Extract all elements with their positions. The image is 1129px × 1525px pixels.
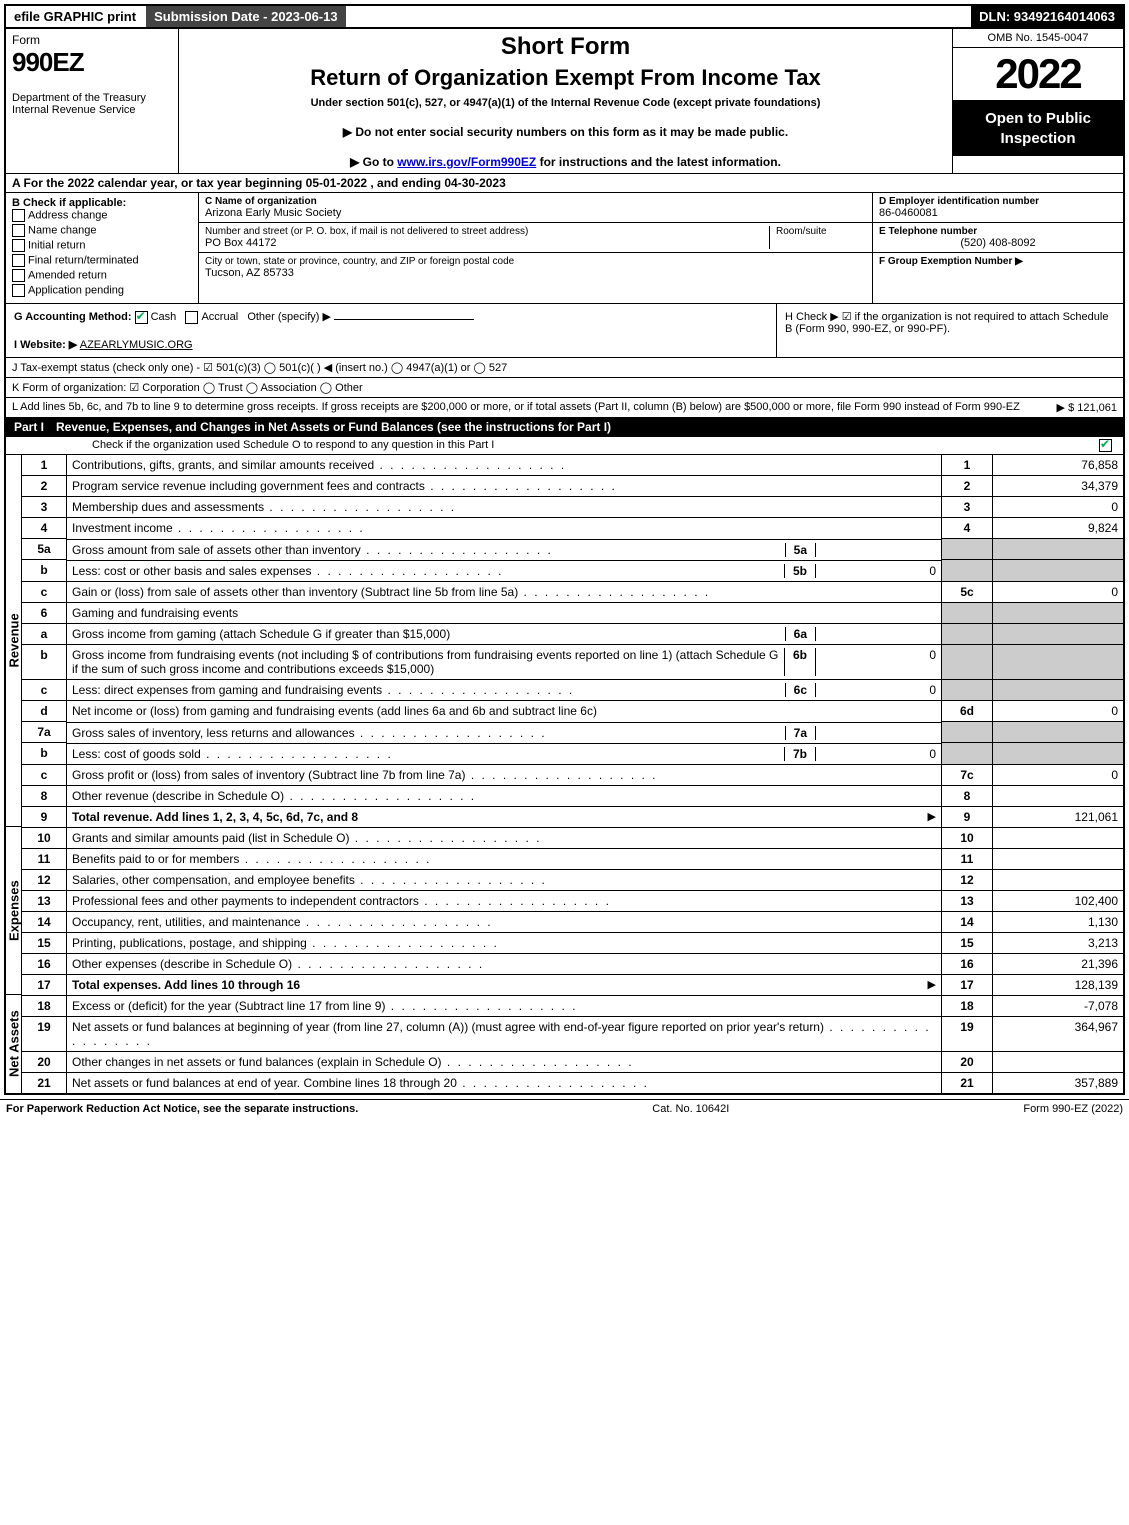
col-c: C Name of organization Arizona Early Mus… bbox=[199, 193, 873, 303]
ghi-section: G Accounting Method: Cash Accrual Other … bbox=[6, 303, 1123, 357]
chk-name-change[interactable]: Name change bbox=[12, 224, 192, 237]
topbar-spacer bbox=[348, 6, 972, 27]
header-right: OMB No. 1545-0047 2022 Open to Public In… bbox=[953, 29, 1123, 173]
ghi-left: G Accounting Method: Cash Accrual Other … bbox=[6, 304, 776, 357]
chk-application-pending[interactable]: Application pending bbox=[12, 284, 192, 297]
submission-date: Submission Date - 2023-06-13 bbox=[146, 6, 348, 27]
netassets-table: 18Excess or (deficit) for the year (Subt… bbox=[22, 995, 1123, 1093]
group-row: F Group Exemption Number ▶ bbox=[873, 253, 1123, 270]
top-bar: efile GRAPHIC print Submission Date - 20… bbox=[6, 6, 1123, 29]
header-center: Short Form Return of Organization Exempt… bbox=[179, 29, 953, 173]
phone-label: E Telephone number bbox=[879, 226, 1117, 237]
room-label: Room/suite bbox=[776, 226, 866, 237]
under-section: Under section 501(c), 527, or 4947(a)(1)… bbox=[187, 97, 944, 109]
header-left: Form 990EZ Department of the Treasury In… bbox=[6, 29, 179, 173]
part-i-label: Part I bbox=[14, 420, 56, 434]
form-word: Form bbox=[12, 33, 172, 47]
chk-final-return[interactable]: Final return/terminated bbox=[12, 254, 192, 267]
check-o-row: Check if the organization used Schedule … bbox=[6, 437, 1123, 454]
chk-initial-return[interactable]: Initial return bbox=[12, 239, 192, 252]
h-check: H Check ▶ ☑ if the organization is not r… bbox=[776, 304, 1123, 357]
form-990ez: efile GRAPHIC print Submission Date - 20… bbox=[4, 4, 1125, 1095]
city-value: Tucson, AZ 85733 bbox=[205, 267, 866, 279]
revenue-vlabel: Revenue bbox=[6, 454, 22, 827]
g-accounting: G Accounting Method: Cash Accrual Other … bbox=[14, 310, 768, 324]
col-d: D Employer identification number 86-0460… bbox=[873, 193, 1123, 303]
ssn-note: ▶ Do not enter social security numbers o… bbox=[187, 125, 944, 139]
omb-number: OMB No. 1545-0047 bbox=[953, 29, 1123, 48]
return-title: Return of Organization Exempt From Incom… bbox=[187, 65, 944, 91]
city-label: City or town, state or province, country… bbox=[205, 256, 866, 267]
i-website: I Website: ▶ AZEARLYMUSIC.ORG bbox=[14, 338, 768, 351]
expenses-table: 10Grants and similar amounts paid (list … bbox=[22, 827, 1123, 995]
b-label: B Check if applicable: bbox=[12, 197, 192, 209]
chk-amended-return[interactable]: Amended return bbox=[12, 269, 192, 282]
l-amount: ▶ $ 121,061 bbox=[1057, 401, 1117, 414]
org-name: Arizona Early Music Society bbox=[205, 207, 866, 219]
l-gross-receipts: L Add lines 5b, 6c, and 7b to line 9 to … bbox=[6, 397, 1123, 417]
street-row: Number and street (or P. O. box, if mail… bbox=[199, 223, 872, 253]
website-value[interactable]: AZEARLYMUSIC.ORG bbox=[80, 339, 193, 351]
chk-address-change[interactable]: Address change bbox=[12, 209, 192, 222]
part-i-title: Revenue, Expenses, and Changes in Net As… bbox=[56, 420, 1115, 434]
phone-row: E Telephone number (520) 408-8092 bbox=[873, 223, 1123, 253]
ein-label: D Employer identification number bbox=[879, 196, 1117, 207]
org-name-label: C Name of organization bbox=[205, 196, 866, 207]
section-a: A For the 2022 calendar year, or tax yea… bbox=[6, 174, 1123, 193]
l-text: L Add lines 5b, 6c, and 7b to line 9 to … bbox=[12, 401, 1057, 414]
city-row: City or town, state or province, country… bbox=[199, 253, 872, 282]
ein-value: 86-0460081 bbox=[879, 207, 1117, 219]
footer-right: Form 990-EZ (2022) bbox=[1023, 1103, 1123, 1115]
efile-print-label[interactable]: efile GRAPHIC print bbox=[6, 6, 146, 27]
netassets-vlabel: Net Assets bbox=[6, 995, 22, 1093]
street-value: PO Box 44172 bbox=[205, 237, 769, 249]
page-footer: For Paperwork Reduction Act Notice, see … bbox=[0, 1099, 1129, 1118]
tax-year: 2022 bbox=[953, 48, 1123, 101]
k-form-org: K Form of organization: ☑ Corporation ◯ … bbox=[6, 377, 1123, 397]
col-b: B Check if applicable: Address change Na… bbox=[6, 193, 199, 303]
short-form-title: Short Form bbox=[187, 33, 944, 61]
footer-center: Cat. No. 10642I bbox=[358, 1103, 1023, 1115]
department-label: Department of the Treasury Internal Reve… bbox=[12, 92, 172, 116]
part-i-header: Part I Revenue, Expenses, and Changes in… bbox=[6, 417, 1123, 437]
form-header: Form 990EZ Department of the Treasury In… bbox=[6, 29, 1123, 174]
j-tax-exempt: J Tax-exempt status (check only one) - ☑… bbox=[6, 357, 1123, 377]
i-label: I Website: ▶ bbox=[14, 339, 77, 351]
open-inspection: Open to Public Inspection bbox=[953, 101, 1123, 156]
goto-post: for instructions and the latest informat… bbox=[536, 155, 781, 169]
check-o-text: Check if the organization used Schedule … bbox=[92, 439, 494, 452]
expenses-vlabel: Expenses bbox=[6, 827, 22, 995]
revenue-table: 1Contributions, gifts, grants, and simil… bbox=[22, 454, 1123, 827]
org-name-row: C Name of organization Arizona Early Mus… bbox=[199, 193, 872, 223]
g-label: G Accounting Method: bbox=[14, 311, 132, 323]
check-o-box[interactable] bbox=[1099, 439, 1115, 452]
dln-label: DLN: 93492164014063 bbox=[971, 6, 1123, 27]
irs-link[interactable]: www.irs.gov/Form990EZ bbox=[397, 155, 536, 169]
footer-left: For Paperwork Reduction Act Notice, see … bbox=[6, 1103, 358, 1115]
form-number: 990EZ bbox=[12, 47, 172, 78]
bcde-section: B Check if applicable: Address change Na… bbox=[6, 193, 1123, 303]
group-label: F Group Exemption Number ▶ bbox=[879, 256, 1117, 267]
chk-cash[interactable] bbox=[135, 311, 148, 324]
street-label: Number and street (or P. O. box, if mail… bbox=[205, 226, 769, 237]
chk-accrual[interactable] bbox=[185, 311, 198, 324]
phone-value: (520) 408-8092 bbox=[879, 237, 1117, 249]
goto-note: ▶ Go to www.irs.gov/Form990EZ for instru… bbox=[187, 155, 944, 169]
goto-pre: ▶ Go to bbox=[350, 155, 397, 169]
ein-row: D Employer identification number 86-0460… bbox=[873, 193, 1123, 223]
part-i-table: Revenue 1Contributions, gifts, grants, a… bbox=[6, 454, 1123, 1093]
